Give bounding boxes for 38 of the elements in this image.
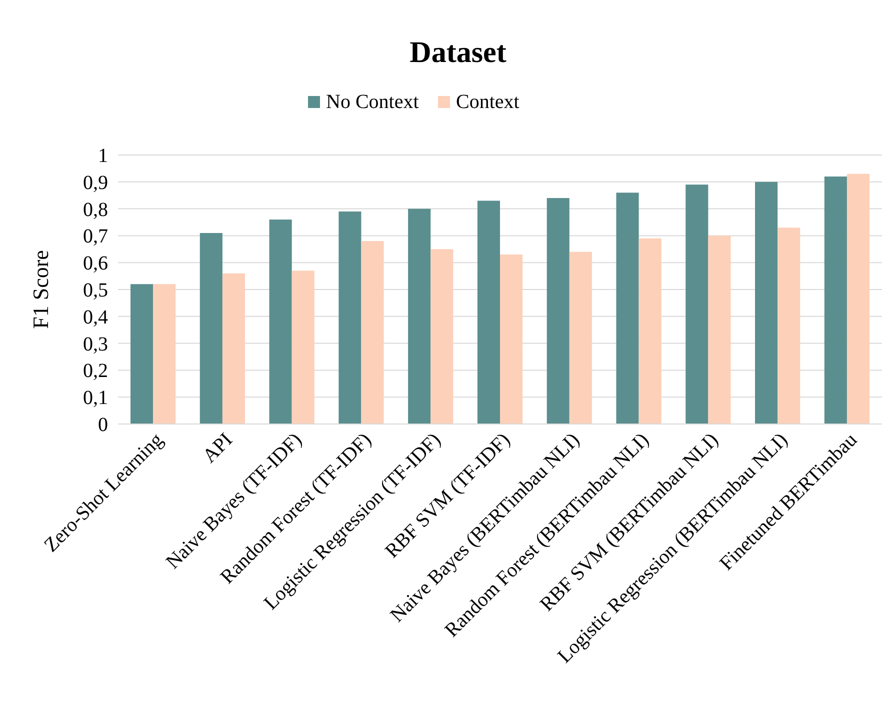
bar — [546, 198, 570, 424]
bar — [755, 182, 778, 424]
bar — [222, 273, 245, 424]
bar — [408, 208, 431, 424]
bar — [130, 284, 154, 424]
bar — [708, 236, 731, 424]
bar — [292, 270, 314, 424]
bar — [686, 184, 708, 424]
bar — [430, 249, 454, 424]
bar — [824, 176, 847, 424]
y-tick-label: 0,3 — [83, 333, 108, 356]
bar — [638, 238, 662, 424]
x-tick-label: API — [198, 428, 237, 468]
legend-label: No Context — [326, 91, 420, 113]
y-tick-label: 0,2 — [83, 360, 108, 382]
bar — [269, 220, 292, 424]
bar — [338, 211, 362, 424]
bar — [616, 192, 639, 424]
bar — [778, 228, 800, 424]
bar — [500, 254, 523, 424]
y-tick-label: 0,9 — [83, 172, 108, 194]
legend-label: Context — [456, 91, 520, 113]
chart-title: Dataset — [410, 36, 506, 69]
y-tick-label: 0 — [98, 414, 108, 436]
y-axis-title: F1 Score — [28, 250, 53, 329]
bar — [846, 174, 870, 424]
bar — [477, 200, 500, 424]
bar — [153, 284, 176, 424]
y-tick-label: 0,5 — [83, 280, 108, 302]
bar — [200, 233, 222, 424]
y-tick-label: 0,8 — [83, 198, 108, 221]
y-tick-label: 0,6 — [83, 252, 108, 275]
y-tick-label: 0,4 — [83, 306, 108, 328]
y-tick-label: 0,7 — [83, 226, 108, 248]
bar — [569, 252, 592, 424]
y-tick-label: 1 — [98, 145, 108, 167]
y-tick-label: 0,1 — [83, 387, 108, 410]
bar — [361, 241, 384, 424]
